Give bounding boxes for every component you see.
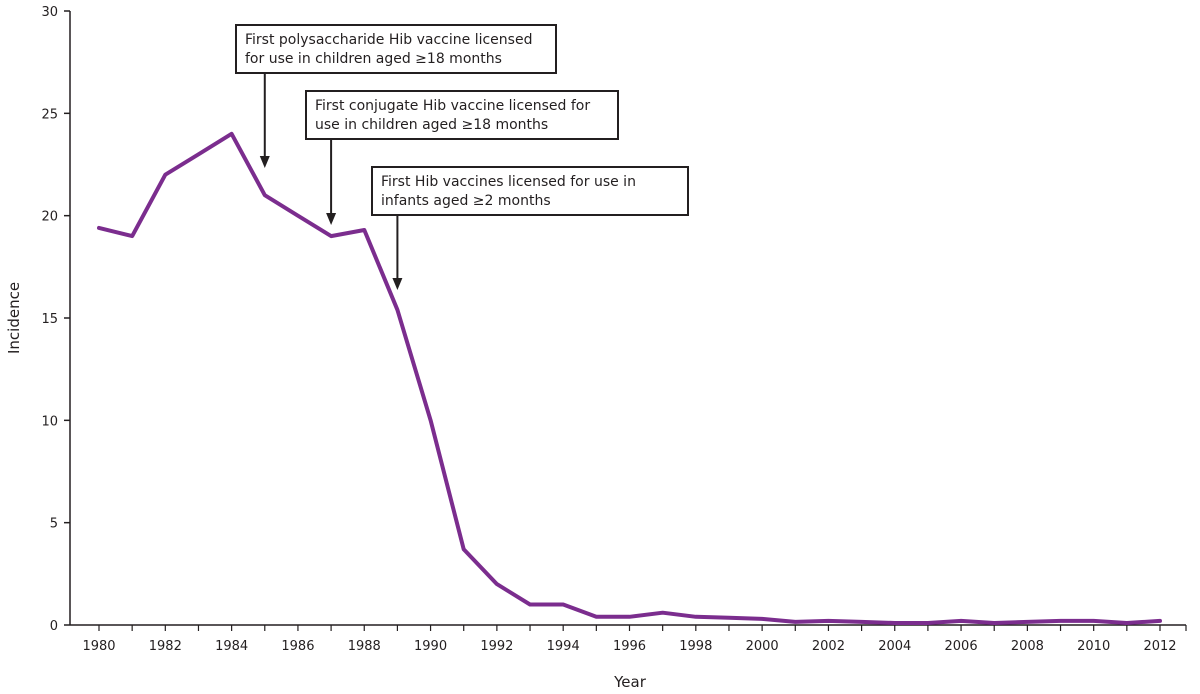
y-tick-label: 0 xyxy=(50,619,58,634)
y-tick-label: 20 xyxy=(41,210,58,225)
y-tick-label: 10 xyxy=(41,414,58,429)
y-tick-label: 5 xyxy=(50,517,58,532)
annotation: First Hib vaccines licensed for use in in… xyxy=(371,166,689,290)
annotation-box xyxy=(305,90,619,140)
annotation-box xyxy=(235,24,557,74)
annotation-text: First Hib vaccines licensed for use in xyxy=(381,174,636,190)
y-tick-label: 15 xyxy=(41,312,58,327)
arrowhead-icon xyxy=(326,213,337,225)
arrowhead-icon xyxy=(392,278,403,290)
x-tick-label: 1998 xyxy=(679,639,712,654)
annotation: First conjugate Hib vaccine licensed for… xyxy=(305,90,619,225)
x-tick-label: 1992 xyxy=(480,639,513,654)
x-tick-label: 1994 xyxy=(547,639,580,654)
x-tick-label: 1982 xyxy=(149,639,182,654)
x-tick-label: 1984 xyxy=(215,639,248,654)
annotations-layer: First polysaccharide Hib vaccine license… xyxy=(235,24,689,290)
x-tick-label: 1990 xyxy=(414,639,447,654)
y-tick-label: 25 xyxy=(41,107,58,122)
x-tick-label: 1980 xyxy=(82,639,115,654)
x-tick-label: 2012 xyxy=(1143,639,1176,654)
annotation-text: infants aged ≥2 months xyxy=(381,193,551,209)
x-tick-label: 1996 xyxy=(613,639,646,654)
x-tick-label: 2002 xyxy=(812,639,845,654)
x-tick-label: 2010 xyxy=(1077,639,1110,654)
y-tick-label: 30 xyxy=(41,5,58,20)
x-tick-label: 2008 xyxy=(1011,639,1044,654)
annotation-text: use in children aged ≥18 months xyxy=(315,117,548,133)
x-tick-label: 1986 xyxy=(281,639,314,654)
axes: 0 5 10 15 20 25 30 1980 1982 1984 1986 1988 1990 1992… xyxy=(41,5,1187,654)
annotation: First polysaccharide Hib vaccine license… xyxy=(235,24,557,168)
arrowhead-icon xyxy=(259,156,270,168)
annotation-text: First polysaccharide Hib vaccine license… xyxy=(245,32,532,48)
x-tick-label: 2000 xyxy=(746,639,779,654)
annotation-box xyxy=(371,166,689,216)
y-axis-title: Incidence xyxy=(5,282,23,354)
x-tick-label: 2004 xyxy=(878,639,911,654)
annotation-text: First conjugate Hib vaccine licensed for xyxy=(315,98,590,114)
x-tick-label: 1988 xyxy=(348,639,381,654)
x-tick-label: 2006 xyxy=(945,639,978,654)
annotation-text: for use in children aged ≥18 months xyxy=(245,51,502,67)
series-layer xyxy=(97,131,1162,625)
x-axis-title: Year xyxy=(613,673,647,691)
